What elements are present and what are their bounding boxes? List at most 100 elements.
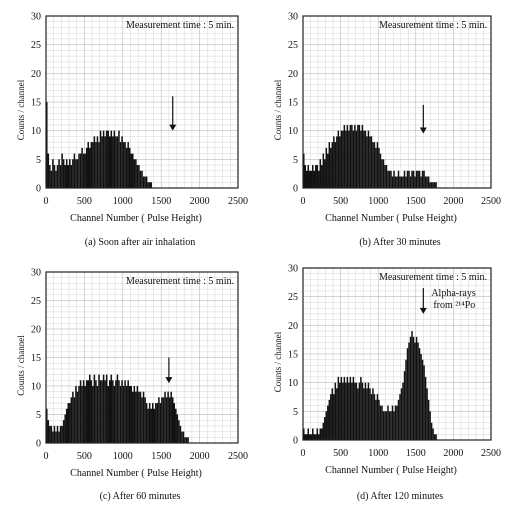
histogram-bar: [113, 386, 116, 443]
histogram-bar: [53, 425, 56, 443]
histogram-bar: [168, 397, 171, 443]
histogram-bar: [99, 380, 102, 443]
x-tick-label: 500: [77, 196, 92, 207]
panel-caption: (c) After 60 minutes: [100, 491, 181, 502]
histogram-bar: [385, 411, 388, 440]
histogram-bar: [105, 130, 108, 188]
histogram-bar: [357, 124, 359, 188]
y-axis-label: Counts / channel: [16, 335, 26, 396]
x-tick-label: 500: [333, 196, 348, 207]
histogram-bar: [52, 431, 54, 443]
histogram-bar: [318, 170, 320, 188]
histogram-bar: [135, 159, 137, 188]
histogram-bar: [400, 176, 403, 188]
histogram-bar: [358, 124, 361, 188]
y-tick-label: 10: [31, 126, 41, 137]
histogram-bar: [429, 411, 431, 440]
x-tick-label: 1000: [113, 451, 133, 462]
histogram-bar: [101, 136, 103, 188]
histogram-bar: [349, 376, 352, 440]
histogram-bar: [116, 374, 119, 443]
histogram-bar: [319, 159, 322, 188]
x-axis-label: Channel Number ( Pulse Height): [70, 213, 202, 224]
histogram-bar: [61, 153, 63, 188]
y-tick-label: 20: [31, 69, 41, 80]
histogram-bar: [306, 434, 308, 440]
histogram-bar: [165, 397, 168, 443]
histogram-bar: [367, 382, 370, 440]
histogram-bar: [47, 420, 50, 443]
histogram-bar: [76, 391, 79, 443]
histogram-bar: [316, 165, 319, 188]
histogram-bar: [312, 428, 314, 440]
y-tick-label: 5: [293, 155, 298, 166]
histogram-bar: [95, 380, 97, 443]
y-tick-label: 10: [31, 382, 41, 393]
histogram-bar: [330, 394, 332, 440]
histogram-bar: [399, 394, 401, 440]
histogram-bar: [122, 386, 125, 443]
histogram-bar: [128, 147, 131, 188]
histogram-bar: [334, 382, 337, 440]
panel-caption: (a) Soon after air inhalation: [85, 237, 196, 248]
histogram-bar: [303, 153, 305, 188]
histogram-bar: [136, 386, 139, 443]
histogram-bar: [76, 159, 79, 188]
histogram-bar: [418, 348, 421, 440]
histogram-bar: [394, 176, 397, 188]
x-tick-label: 2000: [443, 448, 463, 459]
histogram-bar: [148, 403, 151, 443]
histogram-bar: [133, 159, 136, 188]
histogram-bar: [328, 399, 331, 440]
histogram-bar: [400, 388, 403, 440]
histogram-bar: [424, 176, 427, 188]
histogram-bar: [349, 124, 352, 188]
histogram-bar: [110, 130, 113, 188]
y-tick-label: 15: [288, 98, 298, 109]
plot-frame: [45, 15, 239, 189]
x-tick-label: 2500: [481, 196, 501, 207]
histogram-bar: [369, 388, 371, 440]
histogram-bar: [379, 153, 382, 188]
arrow-marker-icon: [419, 288, 427, 314]
histogram-bar: [115, 380, 117, 443]
histogram-bar: [101, 380, 103, 443]
histogram-bar: [384, 411, 386, 440]
histogram-bar: [379, 405, 382, 440]
x-tick-label: 2500: [481, 448, 501, 459]
histogram-bar: [406, 170, 409, 188]
histogram-bar: [433, 182, 436, 188]
histogram-bar: [348, 382, 350, 440]
histogram-bar: [391, 405, 394, 440]
histogram-bar: [49, 425, 51, 443]
histogram-bar: [324, 417, 326, 440]
histogram-bar: [46, 408, 48, 443]
histogram-bar: [112, 136, 114, 188]
histogram-bar: [142, 391, 145, 443]
y-tick-label: 20: [288, 321, 298, 332]
x-tick-label: 2500: [228, 451, 248, 462]
histogram-bar: [151, 403, 154, 443]
histogram-bar: [316, 428, 319, 440]
x-tick-label: 1500: [406, 196, 426, 207]
histogram-bar: [375, 147, 377, 188]
histogram-bar: [423, 170, 425, 188]
arrow-marker-icon: [165, 357, 173, 384]
arrow-marker-icon: [169, 96, 177, 131]
y-axis-label: Counts / channel: [273, 79, 283, 140]
histogram-bar: [415, 170, 418, 188]
histogram-bar: [84, 386, 86, 443]
y-tick-label: 15: [288, 350, 298, 361]
histogram-bar: [105, 374, 108, 443]
histogram-bar: [357, 388, 359, 440]
histogram-bar: [112, 380, 114, 443]
y-tick-label: 30: [288, 264, 298, 275]
histogram-bar: [310, 434, 313, 440]
histogram-bar: [84, 153, 86, 188]
histogram-bar: [421, 359, 424, 440]
histogram-bar: [427, 399, 430, 440]
histogram-bar: [162, 397, 165, 443]
x-tick-label: 0: [301, 196, 306, 207]
histogram-bar: [69, 159, 71, 188]
